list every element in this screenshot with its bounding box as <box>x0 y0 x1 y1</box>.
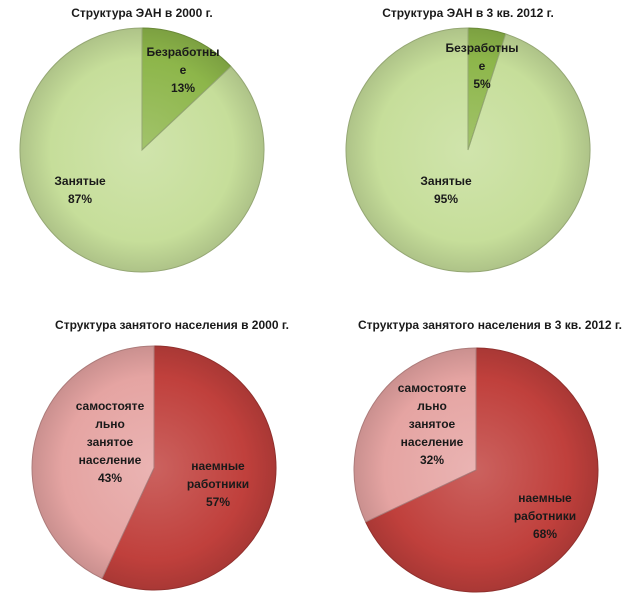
pie-slice <box>101 345 277 591</box>
chart-title-1: Структура ЭАН в 2000 г. <box>71 6 213 20</box>
pie-slice <box>353 347 477 523</box>
slice-label: самостояте льно занятое население 32% <box>398 381 467 467</box>
slice-label: наемные работники 68% <box>514 491 576 541</box>
slice-label: Занятые 87% <box>54 174 106 206</box>
pie-slice <box>19 27 265 273</box>
slice-label: наемные работники 57% <box>187 459 249 509</box>
chart-title-4: Структура занятого населения в 3 кв. 201… <box>357 318 623 332</box>
pie-slice <box>141 27 232 152</box>
pie-slice <box>345 27 591 273</box>
pie-slice <box>364 347 599 593</box>
chart-title-3: Структура занятого населения в 2000 г. <box>55 318 289 332</box>
slice-label: Безработны е 5% <box>445 41 518 91</box>
slice-label: самостояте льно занятое население 43% <box>76 399 145 485</box>
pie-slice <box>31 345 155 580</box>
slice-label: Безработны е 13% <box>146 45 219 95</box>
slice-label: Занятые 95% <box>420 174 472 206</box>
chart-title-2: Структура ЭАН в 3 кв. 2012 г. <box>382 6 554 20</box>
